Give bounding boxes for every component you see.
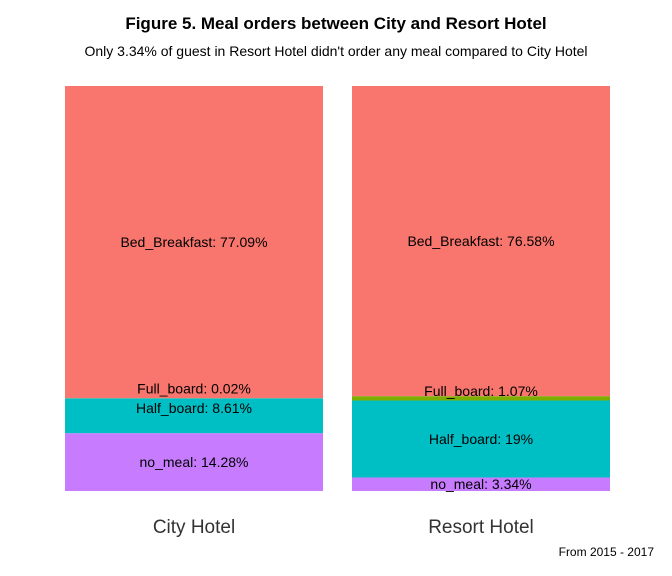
bar-segment-resort-hotel-full-board (352, 396, 610, 401)
data-label-city-hotel-no-meal: no_meal: 14.28% (140, 454, 249, 470)
chart-title: Figure 5. Meal orders between City and R… (125, 14, 547, 33)
data-label-city-hotel-bed-breakfast: Bed_Breakfast: 77.09% (120, 234, 267, 250)
bar-segment-resort-hotel-bed-breakfast (352, 86, 610, 397)
chart-subtitle: Only 3.34% of guest in Resort Hotel didn… (84, 43, 588, 59)
bar-segment-city-hotel-no-meal (65, 433, 323, 491)
data-label-city-hotel-full-board: Full_board: 0.02% (137, 381, 251, 397)
data-label-resort-hotel-no-meal: no_meal: 3.34% (430, 476, 531, 492)
bar-segment-city-hotel-bed-breakfast (65, 86, 323, 399)
category-label-resort-hotel: Resort Hotel (428, 517, 534, 538)
category-label-city-hotel: City Hotel (153, 517, 235, 538)
data-label-resort-hotel-half-board: Half_board: 19% (429, 431, 533, 447)
chart-caption: From 2015 - 2017 (558, 545, 654, 559)
bar-segment-resort-hotel-no-meal (352, 477, 610, 491)
data-label-resort-hotel-bed-breakfast: Bed_Breakfast: 76.58% (407, 233, 554, 249)
bar-segment-resort-hotel-half-board (352, 400, 610, 478)
data-label-city-hotel-half-board: Half_board: 8.61% (136, 400, 252, 416)
bar-segment-city-hotel-half-board (65, 398, 323, 434)
data-label-resort-hotel-full-board: Full_board: 1.07% (424, 383, 538, 399)
